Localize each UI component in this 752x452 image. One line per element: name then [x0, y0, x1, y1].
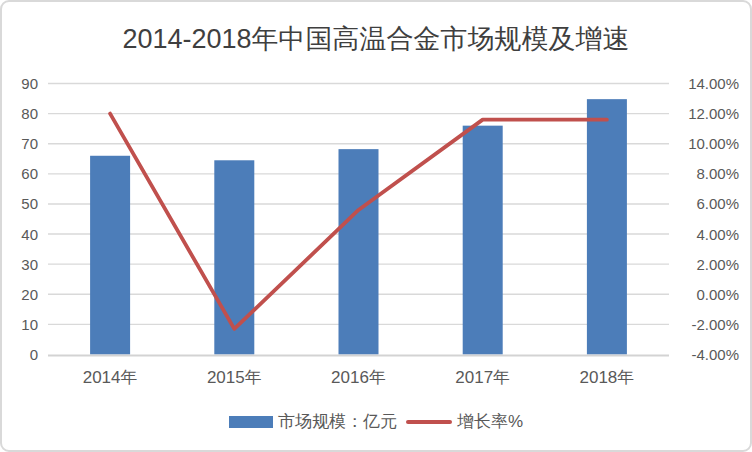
svg-text:20: 20	[21, 286, 38, 303]
legend-bar-swatch	[229, 416, 273, 428]
svg-text:12.00%: 12.00%	[688, 105, 739, 122]
chart-legend: 市场规模：亿元 增长率%	[2, 410, 750, 433]
legend-line-label: 增长率%	[457, 410, 523, 433]
chart-plot-area: 0 -4.00% 10 -2.00% 20 0.00% 30 2.00% 40 4.00% 50 6.…	[2, 2, 752, 452]
svg-text:60: 60	[21, 165, 38, 182]
svg-text:14.00%: 14.00%	[688, 75, 739, 92]
legend-bar-label: 市场规模：亿元	[278, 410, 397, 433]
svg-text:-2.00%: -2.00%	[691, 316, 739, 333]
svg-text:2015年: 2015年	[207, 368, 262, 387]
svg-text:2017年: 2017年	[455, 368, 510, 387]
svg-text:2.00%: 2.00%	[696, 256, 739, 273]
svg-text:2016年: 2016年	[331, 368, 386, 387]
svg-text:10.00%: 10.00%	[688, 135, 739, 152]
svg-text:10: 10	[21, 316, 38, 333]
svg-text:50: 50	[21, 195, 38, 212]
svg-text:90: 90	[21, 75, 38, 92]
svg-text:70: 70	[21, 135, 38, 152]
svg-text:-4.00%: -4.00%	[691, 346, 739, 363]
svg-text:6.00%: 6.00%	[696, 195, 739, 212]
svg-text:0.00%: 0.00%	[696, 286, 739, 303]
svg-text:80: 80	[21, 105, 38, 122]
svg-text:30: 30	[21, 256, 38, 273]
svg-text:8.00%: 8.00%	[696, 165, 739, 182]
svg-text:4.00%: 4.00%	[696, 226, 739, 243]
chart-canvas: 2014-2018年中国高温合金市场规模及增速 0-4.00%10-2.00%2…	[0, 0, 752, 452]
svg-text:0: 0	[30, 346, 38, 363]
svg-text:2018年: 2018年	[579, 368, 634, 387]
legend-line-swatch	[406, 420, 452, 424]
svg-text:2014年: 2014年	[83, 368, 138, 387]
svg-text:40: 40	[21, 226, 38, 243]
